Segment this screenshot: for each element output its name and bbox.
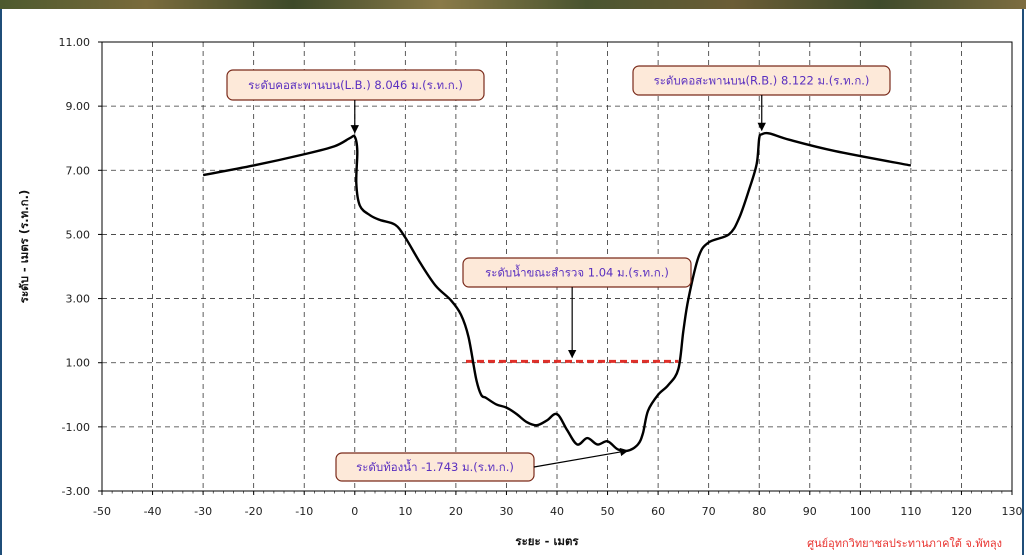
callout-text: ระดับคอสะพานบน(L.B.) 8.046 ม.(ร.ท.ก.) — [248, 78, 463, 92]
x-tick-label: 10 — [398, 505, 412, 518]
callout-box — [462, 257, 692, 288]
y-tick-label: 9.00 — [66, 100, 91, 113]
y-tick-label: 11.00 — [59, 36, 91, 49]
y-axis-label: ระดับ - เมตร (ร.ท.ก.) — [17, 190, 31, 303]
callout-arrow — [533, 447, 629, 468]
callout-text: ระดับน้ำขณะสำรวจ 1.04 ม.(ร.ท.ก.) — [485, 265, 669, 280]
x-tick-label: 20 — [449, 505, 463, 518]
series — [202, 131, 912, 453]
x-tick-label: 40 — [550, 505, 564, 518]
callouts: ระดับคอสะพานบน(L.B.) 8.046 ม.(ร.ท.ก.) ระด… — [226, 65, 891, 482]
grid — [102, 42, 1012, 491]
x-tick-label: 130 — [1002, 505, 1023, 518]
y-tick-label: -1.00 — [62, 421, 90, 434]
callout-text: ระดับท้องน้ำ -1.743 ม.(ร.ท.ก.) — [356, 459, 514, 474]
x-tick-label: 30 — [499, 505, 513, 518]
callout: ระดับคอสะพานบน(R.B.) 8.122 ม.(ร.ท.ก.) — [632, 65, 891, 132]
x-tick-label: -10 — [295, 505, 313, 518]
y-tick-label: 3.00 — [66, 293, 91, 306]
y-tick-label: 5.00 — [66, 228, 91, 241]
ticks: -50 -40 -30 -20 -10 0 10 20 30 40 50 60 70 80 90 100 110… — [59, 36, 1023, 518]
y-tick-label: 1.00 — [66, 357, 91, 370]
cross-section-line — [202, 131, 912, 453]
callout-text: ระดับคอสะพานบน(R.B.) 8.122 ม.(ร.ท.ก.) — [654, 74, 870, 88]
x-tick-label: -50 — [93, 505, 111, 518]
callout-box — [226, 69, 485, 101]
y-tick-label: -3.00 — [62, 485, 90, 498]
x-tick-label: 0 — [351, 505, 358, 518]
decorative-header-strip — [0, 0, 1026, 9]
x-tick-label: -20 — [245, 505, 263, 518]
x-tick-label: 90 — [803, 505, 817, 518]
y-tick-label: 7.00 — [66, 164, 91, 177]
x-tick-label: 110 — [900, 505, 921, 518]
x-tick-label: 100 — [850, 505, 871, 518]
x-tick-label: 60 — [651, 505, 665, 518]
x-tick-label: 80 — [752, 505, 766, 518]
credit-text: ศูนย์อุทกวิทยาชลประทานภาคใต้ จ.พัทลุง — [807, 537, 1002, 550]
callout: ระดับน้ำขณะสำรวจ 1.04 ม.(ร.ท.ก.) — [462, 257, 692, 359]
x-tick-label: 70 — [702, 505, 716, 518]
x-axis-label: ระยะ - เมตร — [515, 534, 579, 548]
chart-frame — [0, 9, 1024, 555]
callout: ระดับคอสะพานบน(L.B.) 8.046 ม.(ร.ท.ก.) — [226, 69, 485, 134]
x-tick-label: -30 — [194, 505, 212, 518]
x-tick-label: 120 — [951, 505, 972, 518]
x-tick-label: 50 — [601, 505, 615, 518]
callout: ระดับท้องน้ำ -1.743 ม.(ร.ท.ก.) — [335, 447, 629, 482]
x-tick-label: -40 — [144, 505, 162, 518]
